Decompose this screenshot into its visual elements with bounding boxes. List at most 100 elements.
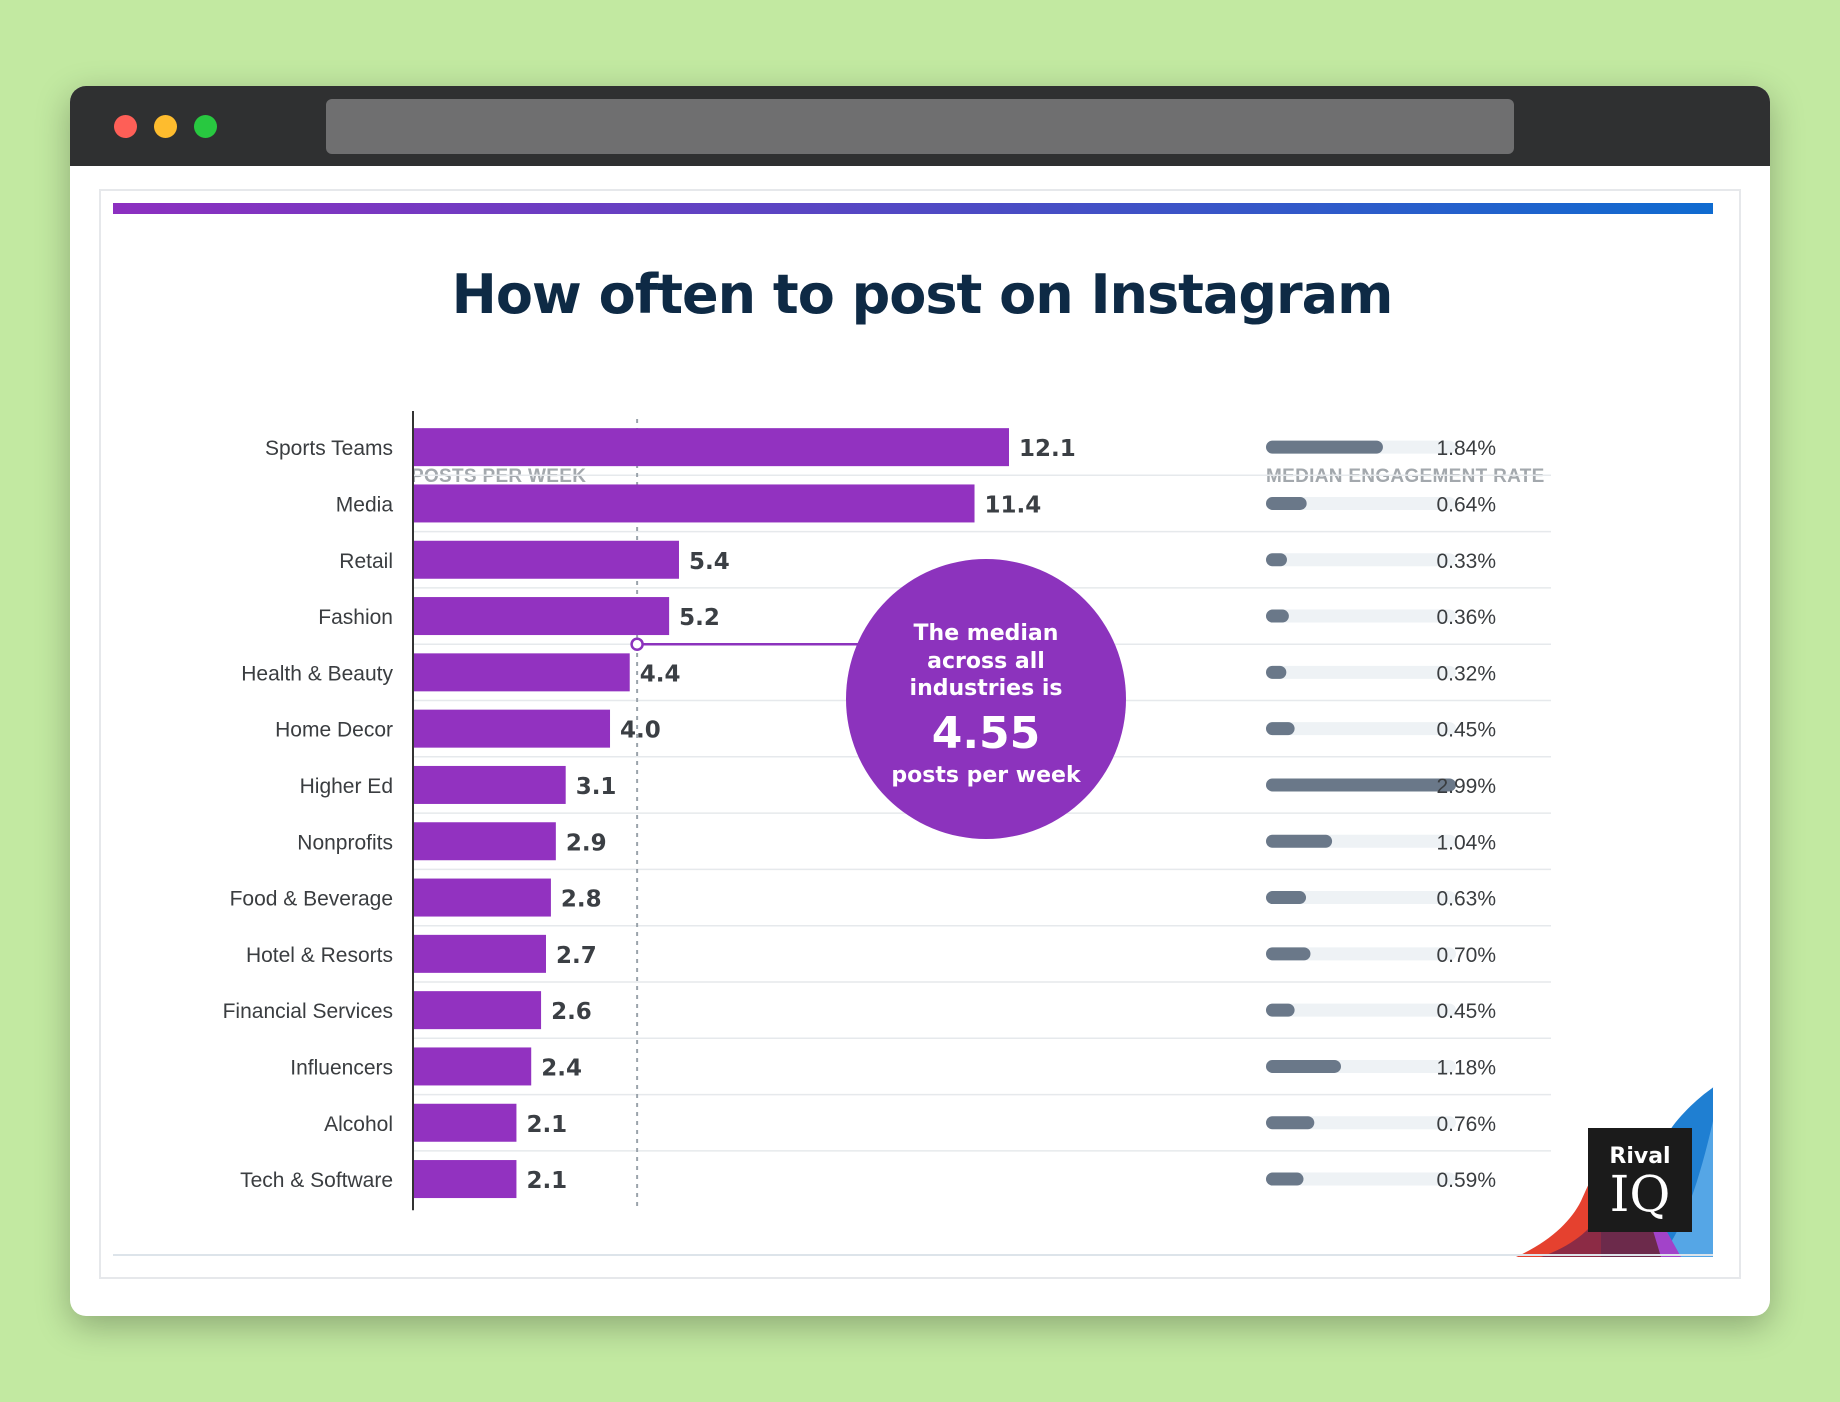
- engagement-value-label: 1.84%: [1436, 437, 1496, 460]
- close-window-button[interactable]: [114, 115, 137, 138]
- engagement-bar: [1266, 947, 1311, 961]
- posts-bar: [413, 1160, 517, 1199]
- engagement-column-label: MEDIAN ENGAGEMENT RATE: [1266, 466, 1545, 487]
- posts-bar: [413, 428, 1009, 467]
- posts-value-label: 2.9: [566, 830, 607, 856]
- brand-wave-maroon: [1541, 1211, 1601, 1257]
- engagement-track: [1266, 496, 1456, 510]
- engagement-value-label: 0.45%: [1436, 719, 1496, 742]
- posts-value-label: 2.6: [551, 999, 592, 1025]
- category-label: Health & Beauty: [241, 662, 393, 685]
- category-label: Influencers: [290, 1056, 393, 1079]
- posts-value-label: 2.4: [541, 1055, 582, 1081]
- category-label: Home Decor: [275, 719, 393, 742]
- engagement-value-label: 0.64%: [1436, 493, 1496, 516]
- engagement-track: [1266, 947, 1456, 961]
- engagement-track: [1266, 553, 1456, 567]
- engagement-value-label: 1.04%: [1436, 831, 1496, 854]
- engagement-value-label: 2.99%: [1436, 775, 1496, 798]
- posts-bar: [413, 597, 670, 636]
- posts-value-label: 11.4: [985, 492, 1042, 518]
- engagement-track: [1266, 1003, 1456, 1017]
- engagement-bar: [1266, 778, 1456, 792]
- x-axis-label: POSTS PER WEEK: [411, 466, 587, 487]
- posts-bar: [413, 653, 630, 692]
- posts-value-label: 12.1: [1019, 436, 1076, 462]
- category-label: Financial Services: [223, 1000, 393, 1023]
- engagement-value-label: 1.18%: [1436, 1056, 1496, 1079]
- posts-value-label: 2.7: [556, 943, 597, 969]
- engagement-bar: [1266, 1172, 1304, 1186]
- engagement-value-label: 0.70%: [1436, 944, 1496, 967]
- engagement-bar: [1266, 891, 1307, 905]
- posts-value-label: 4.0: [620, 718, 661, 744]
- posts-value-label: 2.1: [526, 1168, 567, 1194]
- engagement-track: [1266, 1116, 1456, 1130]
- posts-bar: [413, 822, 556, 861]
- engagement-bar: [1266, 1116, 1315, 1130]
- engagement-value-label: 0.63%: [1436, 888, 1496, 911]
- category-label: Higher Ed: [300, 775, 393, 798]
- minimize-window-button[interactable]: [154, 115, 177, 138]
- infographic-card: How often to post on Instagram POSTS PER…: [99, 189, 1741, 1279]
- maximize-window-button[interactable]: [194, 115, 217, 138]
- category-label: Tech & Software: [240, 1169, 393, 1192]
- category-label: Food & Beverage: [230, 888, 393, 911]
- posts-value-label: 2.8: [561, 887, 602, 913]
- chart-canvas: Sports Teams 12.1 1.84% Media 11.4 0.64% Retai…: [223, 411, 1714, 1257]
- posts-value-label: 2.1: [526, 1112, 567, 1138]
- posts-value-label: 4.4: [640, 661, 681, 687]
- median-bubble-text: industries is: [910, 676, 1063, 701]
- logo-text-bottom: IQ: [1609, 1165, 1671, 1223]
- posts-bar: [413, 991, 542, 1030]
- rival-iq-logo: Rival IQ: [1588, 1128, 1692, 1232]
- footer-rule: [113, 1254, 1713, 1256]
- engagement-bar: [1266, 665, 1287, 679]
- median-bubble-text: The median: [914, 621, 1059, 646]
- logo-text-top: Rival: [1609, 1144, 1671, 1169]
- engagement-track: [1266, 891, 1456, 905]
- engagement-bar: [1266, 496, 1307, 510]
- window-titlebar: [70, 86, 1770, 166]
- posts-value-label: 5.4: [689, 549, 730, 575]
- engagement-value-label: 0.76%: [1436, 1113, 1496, 1136]
- engagement-bar: [1266, 1059, 1341, 1073]
- engagement-bar: [1266, 1003, 1295, 1017]
- engagement-bar: [1266, 609, 1289, 623]
- posts-value-label: 5.2: [679, 605, 720, 631]
- median-marker: [630, 637, 644, 651]
- posts-bar: [413, 765, 566, 804]
- category-label: Retail: [339, 550, 393, 573]
- engagement-track: [1266, 722, 1456, 736]
- category-label: Hotel & Resorts: [246, 944, 393, 967]
- posts-bar: [413, 484, 975, 523]
- median-bubble-unit: posts per week: [891, 763, 1082, 788]
- engagement-bar: [1266, 553, 1287, 567]
- chart-title: How often to post on Instagram: [451, 263, 1394, 326]
- engagement-value-label: 0.59%: [1436, 1169, 1496, 1192]
- engagement-track: [1266, 665, 1456, 679]
- header-gradient-bar: [113, 203, 1713, 214]
- engagement-value-label: 0.36%: [1436, 606, 1496, 629]
- browser-content: How often to post on Instagram POSTS PER…: [70, 86, 1770, 1316]
- category-label: Fashion: [318, 606, 393, 629]
- address-bar[interactable]: [326, 99, 1514, 154]
- engagement-value-label: 0.45%: [1436, 1000, 1496, 1023]
- engagement-value-label: 0.33%: [1436, 550, 1496, 573]
- category-label: Nonprofits: [297, 831, 393, 854]
- engagement-bar: [1266, 722, 1295, 736]
- engagement-track: [1266, 1172, 1456, 1186]
- category-label: Alcohol: [324, 1113, 393, 1136]
- median-bubble-value: 4.55: [932, 708, 1041, 759]
- posts-bar: [413, 878, 551, 917]
- posts-bar: [413, 934, 546, 973]
- posts-bar: [413, 709, 611, 748]
- engagement-bar: [1266, 440, 1383, 454]
- median-bubble: [846, 559, 1126, 839]
- posts-bar: [413, 540, 679, 579]
- brand-wave-light-blue: [1661, 1121, 1713, 1257]
- engagement-bar: [1266, 834, 1333, 848]
- median-bubble-text: across all: [927, 649, 1045, 674]
- posts-bar: [413, 1103, 517, 1142]
- posts-value-label: 3.1: [576, 774, 617, 800]
